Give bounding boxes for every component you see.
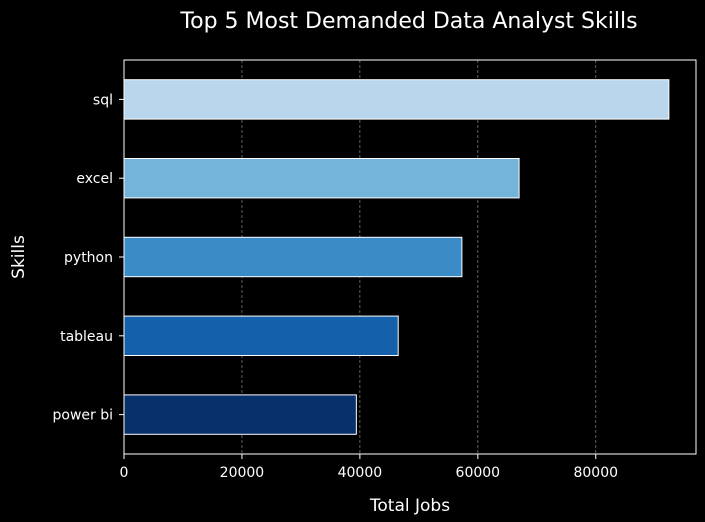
x-tick-label: 80000 (573, 465, 618, 481)
y-tick-label: excel (76, 171, 113, 187)
x-tick-label: 20000 (220, 465, 265, 481)
x-tick-label: 0 (120, 465, 129, 481)
x-tick-label: 40000 (338, 465, 383, 481)
y-tick-label: power bi (53, 408, 114, 424)
chart-title: Top 5 Most Demanded Data Analyst Skills (179, 9, 637, 34)
bars (123, 79, 670, 435)
x-tick-label: 60000 (456, 465, 501, 481)
x-axis-label: Total Jobs (369, 496, 450, 516)
bar-tableau (123, 315, 399, 357)
y-tick-label: sql (93, 92, 113, 108)
bar-power-bi (123, 394, 357, 435)
bar-python (123, 236, 463, 278)
y-tick-labels: sql excel python tableau power bi (53, 92, 124, 424)
y-tick-label: python (64, 250, 113, 266)
y-axis-label: Skills (9, 235, 29, 279)
bar-sql (123, 79, 670, 120)
x-tick-labels: 0 20000 40000 60000 80000 (120, 454, 618, 481)
y-tick-label: tableau (60, 329, 113, 345)
bar-excel (123, 158, 520, 199)
